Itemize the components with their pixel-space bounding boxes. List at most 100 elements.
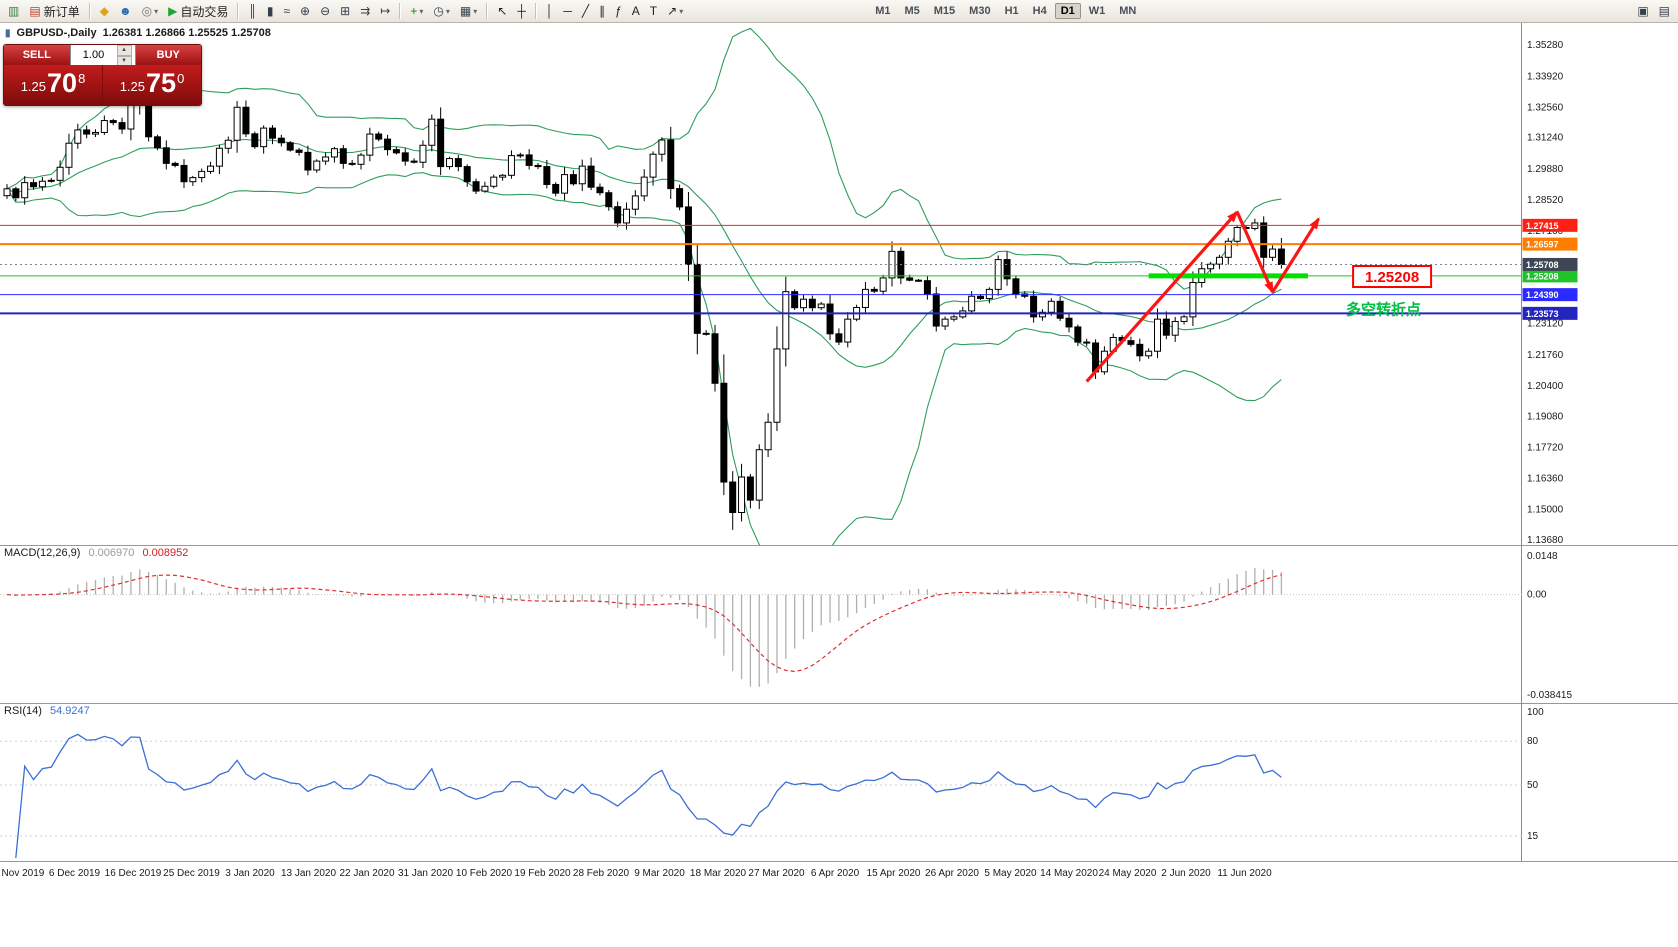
chart-shift-icon: ↦ xyxy=(380,4,391,18)
timeframe-m1[interactable]: M1 xyxy=(875,5,891,17)
timeframe-h1[interactable]: H1 xyxy=(1004,5,1019,17)
toolbar-right-group: ▣ ▤ xyxy=(1632,1,1675,22)
turning-point-label[interactable]: 多空转折点 xyxy=(1346,301,1421,319)
fibonacci-icon[interactable]: ƒ xyxy=(611,1,626,22)
rsi-axis-label: 80 xyxy=(1527,736,1539,747)
rsi-name: RSI(14) xyxy=(4,705,42,717)
tile-windows-icon: ⊞ xyxy=(340,4,351,18)
rsi-axis-label: 15 xyxy=(1527,831,1539,842)
timeframe-mn[interactable]: MN xyxy=(1119,5,1137,17)
svg-text:1.33920: 1.33920 xyxy=(1527,71,1564,82)
price-annotation-box[interactable]: 1.25208 xyxy=(1352,265,1433,289)
timeframe-toolbar: M1 M5 M15 M30 H1 H4 D1 W1 MN xyxy=(868,3,1143,19)
svg-text:6 Dec 2019: 6 Dec 2019 xyxy=(49,868,101,879)
candles-layer xyxy=(3,48,1285,530)
svg-text:1.25708: 1.25708 xyxy=(1526,260,1559,270)
new-order-button: ▤ xyxy=(29,4,41,18)
horizontal-line-icon[interactable]: ─ xyxy=(559,1,576,22)
buy-button[interactable]: BUY xyxy=(135,45,201,65)
symbol-chart-icon: ▮ xyxy=(5,27,11,39)
toolbar-separator xyxy=(88,3,91,19)
indicators-icon[interactable]: + ▾ xyxy=(406,1,427,22)
market-watch-icon[interactable]: ☻ xyxy=(115,1,136,22)
timeframe-d1[interactable]: D1 xyxy=(1054,3,1081,19)
candlesticks-icon[interactable]: ▮ xyxy=(263,1,278,22)
zoom-in-icon[interactable]: ⊕ xyxy=(296,1,314,22)
timeframe-h4[interactable]: H4 xyxy=(1032,5,1047,17)
sell-price[interactable]: 1.25 70 8 xyxy=(4,65,102,105)
autotrading-button[interactable]: ▶ 自动交易 xyxy=(164,1,232,22)
text-label-icon: T xyxy=(649,4,658,18)
svg-text:1.29880: 1.29880 xyxy=(1527,164,1564,175)
sell-price-sup: 8 xyxy=(78,71,86,86)
chart-shift-icon[interactable]: ↦ xyxy=(376,1,394,22)
arrows-icon: ↗ xyxy=(667,4,678,18)
chevron-down-icon: ▾ xyxy=(679,6,684,16)
svg-text:19 Feb 2020: 19 Feb 2020 xyxy=(514,868,571,879)
svg-text:1.19080: 1.19080 xyxy=(1527,411,1564,422)
rsi-axis-label: 50 xyxy=(1527,780,1539,791)
timeframe-w1[interactable]: W1 xyxy=(1088,5,1106,17)
equidistant-channel-icon[interactable]: ∥ xyxy=(595,1,609,22)
svg-text:1.21760: 1.21760 xyxy=(1527,350,1564,361)
svg-text:1.26597: 1.26597 xyxy=(1526,240,1559,250)
templates-icon[interactable]: ▦ ▾ xyxy=(456,1,481,22)
timeframe-m15[interactable]: M15 xyxy=(933,5,956,17)
vertical-line-icon[interactable]: │ xyxy=(542,1,558,22)
toolbar-separator xyxy=(534,3,537,19)
trendline-icon[interactable]: ╱ xyxy=(578,1,593,22)
timeframe-m5[interactable]: M5 xyxy=(904,5,920,17)
svg-text:1.15000: 1.15000 xyxy=(1527,505,1564,516)
periods-icon[interactable]: ◷ ▾ xyxy=(429,1,454,22)
toolbar-separator xyxy=(486,3,489,19)
sell-button[interactable]: SELL xyxy=(4,45,70,65)
bars-icon[interactable]: ║ xyxy=(244,1,261,22)
macd-histogram xyxy=(15,568,1283,687)
svg-text:25 Dec 2019: 25 Dec 2019 xyxy=(163,868,220,879)
quote-line: ▮ GBPUSD-,Daily 1.26381 1.26866 1.25525 … xyxy=(5,27,271,39)
auto-scroll-icon[interactable]: ⇉ xyxy=(356,1,374,22)
arrows-icon[interactable]: ↗ ▾ xyxy=(663,1,687,22)
autotrading-button-label: 自动交易 xyxy=(180,4,229,19)
market-watch-icon: ☻ xyxy=(118,4,132,18)
text-label-icon[interactable]: T xyxy=(646,1,661,22)
text-icon: A xyxy=(631,4,640,18)
trend-arrows[interactable] xyxy=(1085,210,1320,383)
new-window-icon[interactable]: ▣ xyxy=(1633,1,1652,22)
fibonacci-icon: ƒ xyxy=(615,4,622,18)
cursor-icon[interactable]: ↖ xyxy=(493,1,511,22)
crosshair-icon[interactable]: ┼ xyxy=(513,1,530,22)
scripts-icon[interactable]: ◎ ▾ xyxy=(138,1,163,22)
svg-text:1.35280: 1.35280 xyxy=(1527,40,1564,51)
macd-indicator-label: MACD(12,26,9) 0.006970 0.008952 xyxy=(4,547,188,559)
svg-text:1.27415: 1.27415 xyxy=(1526,221,1559,231)
expert-advisors-icon[interactable]: ◆ xyxy=(96,1,113,22)
buy-price[interactable]: 1.25 75 0 xyxy=(103,65,201,105)
chart-canvas[interactable]: 1.25208 多空转折点 1.35280 1.33920 1.32560 1.31240… xyxy=(0,23,1678,947)
bars-icon: ║ xyxy=(248,4,257,18)
volume-input[interactable] xyxy=(70,45,117,65)
candlesticks-icon: ▮ xyxy=(266,4,274,18)
chevron-down-icon: ▾ xyxy=(445,6,450,16)
zoom-out-icon[interactable]: ⊖ xyxy=(316,1,334,22)
trend-arrow[interactable] xyxy=(1235,211,1275,294)
chart-mini-icon[interactable]: ▥ xyxy=(4,1,23,22)
svg-text:1.31240: 1.31240 xyxy=(1527,133,1564,144)
new-order-button[interactable]: ▤ 新订单 xyxy=(25,1,83,22)
svg-text:27 Nov 2019: 27 Nov 2019 xyxy=(0,868,45,879)
price-tag-1.25708: 1.25708 xyxy=(1522,257,1578,271)
price-tag-1.27415: 1.27415 xyxy=(1522,218,1578,232)
line-chart-icon[interactable]: ≈ xyxy=(279,1,294,22)
text-icon[interactable]: A xyxy=(628,1,644,22)
price-tag-1.23573: 1.23573 xyxy=(1522,306,1578,320)
price-axis[interactable]: 1.35280 1.33920 1.32560 1.31240 1.29880 1.285… xyxy=(1527,40,1564,546)
volume-up-button[interactable]: ▲ xyxy=(116,45,132,56)
macd-value-main: 0.006970 xyxy=(88,547,135,559)
new-order-button-label: 新订单 xyxy=(43,4,80,19)
trend-arrow[interactable] xyxy=(1271,217,1320,293)
trend-arrow[interactable] xyxy=(1085,210,1239,383)
tile-windows-icon[interactable]: ⊞ xyxy=(336,1,354,22)
window-list-icon[interactable]: ▤ xyxy=(1655,1,1674,22)
timeframe-m30[interactable]: M30 xyxy=(969,5,991,17)
